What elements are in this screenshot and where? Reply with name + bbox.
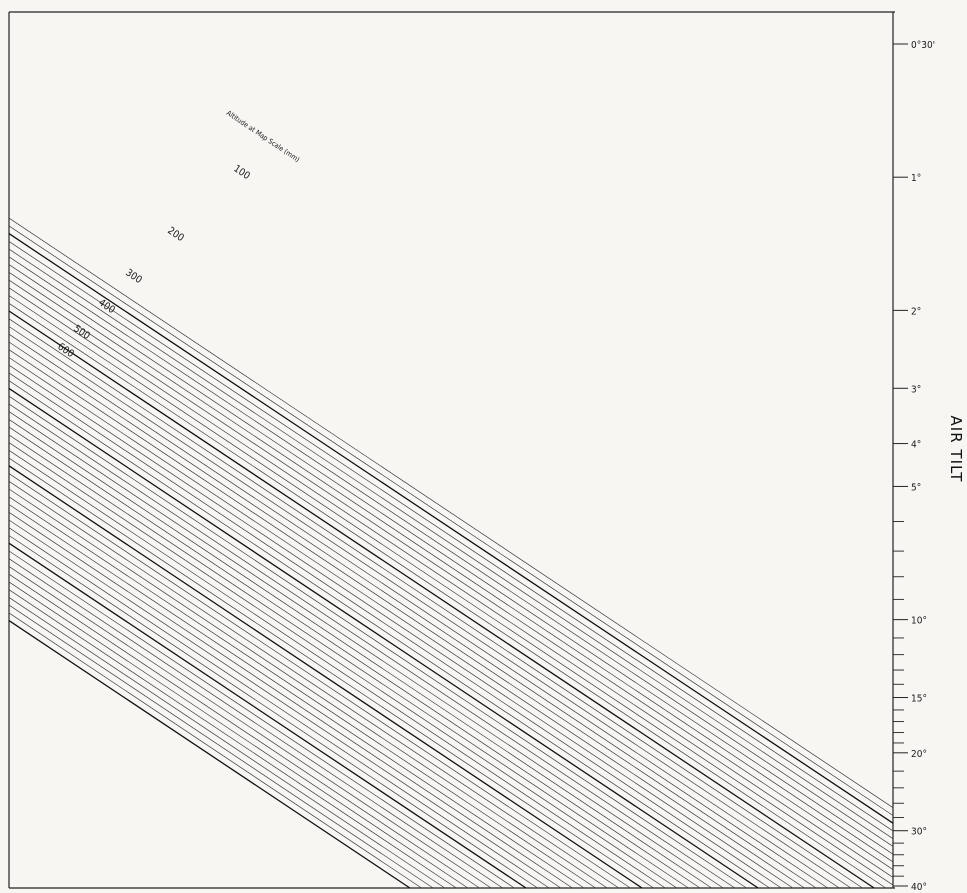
altitude-line xyxy=(8,442,677,889)
tilt-tick-label: 0°30' xyxy=(911,40,935,51)
altitude-line xyxy=(8,357,805,889)
tilt-tick-label: 3° xyxy=(911,384,921,395)
altitude-line xyxy=(8,264,894,855)
altitude-line xyxy=(8,604,434,889)
altitude-line xyxy=(8,566,492,889)
tilt-tick-label: 20° xyxy=(911,749,927,760)
altitude-line xyxy=(8,372,782,889)
altitude-line xyxy=(8,512,573,889)
altitude-line xyxy=(8,364,794,889)
altitude-line xyxy=(8,573,480,889)
altitude-line xyxy=(8,519,561,889)
altitude-line xyxy=(8,318,863,889)
altitude-label: 100 xyxy=(231,163,252,182)
altitude-caption: Altitude at Map Scale (mm) xyxy=(225,109,301,164)
tilt-tick-label: 5° xyxy=(911,482,921,493)
altitude-line xyxy=(8,612,422,889)
altitude-line xyxy=(8,620,411,889)
altitude-line xyxy=(8,473,631,889)
altitude-line xyxy=(8,426,701,889)
altitude-line xyxy=(8,272,894,863)
air-tilt-axis-title: AIR TILT xyxy=(947,416,965,483)
altitude-line xyxy=(8,589,457,889)
altitude-line xyxy=(8,326,852,889)
altitude-line xyxy=(8,395,747,889)
altitude-line xyxy=(8,457,654,889)
altitude-line xyxy=(8,527,550,889)
altitude-line xyxy=(8,411,724,889)
air-tilt-axis-ticks: 0°30' 1° 2° 3° 4° 5° 10° 15° 20° 30° 40° xyxy=(893,40,935,893)
altitude-line xyxy=(8,217,894,808)
altitude-line xyxy=(8,380,770,889)
altitude-line xyxy=(8,450,666,889)
altitude-label: 400 xyxy=(96,297,117,316)
altitude-line xyxy=(8,419,712,889)
altitude-line xyxy=(8,333,840,889)
altitude-line xyxy=(8,279,894,870)
tilt-tick-label: 30° xyxy=(911,827,927,838)
altitude-line xyxy=(8,504,585,889)
altitude-line xyxy=(8,465,643,889)
altitude-lines xyxy=(8,217,894,889)
altitude-line xyxy=(8,310,875,889)
altitude-line xyxy=(8,349,817,889)
tilt-tick-label: 40° xyxy=(911,882,927,893)
altitude-label: 300 xyxy=(123,267,144,286)
altitude-label: 200 xyxy=(165,225,186,244)
tilt-tick-label: 10° xyxy=(911,616,927,627)
altitude-line xyxy=(8,496,596,889)
altitude-line xyxy=(8,241,894,832)
tilt-tick-label: 4° xyxy=(911,440,921,451)
altitude-line xyxy=(8,481,619,889)
altitude-line xyxy=(8,558,503,889)
altitude-line xyxy=(8,387,759,889)
altitude-line xyxy=(8,248,894,839)
altitude-line xyxy=(8,256,894,847)
altitude-line xyxy=(8,434,689,889)
altitude-line xyxy=(8,303,886,889)
altitude-line xyxy=(8,403,735,889)
altitude-label: 600 xyxy=(55,341,76,360)
altitude-line xyxy=(8,233,894,824)
frame xyxy=(8,11,895,889)
tilt-tick-label: 15° xyxy=(911,694,927,705)
altitude-line xyxy=(8,581,469,889)
altitude-line xyxy=(8,535,538,889)
tilt-tick-label: 1° xyxy=(911,173,921,184)
altitude-line xyxy=(8,550,515,889)
altitude-line xyxy=(8,225,894,816)
altitude-line xyxy=(8,341,828,889)
altitude-line xyxy=(8,295,894,886)
tilt-tick-label: 2° xyxy=(911,306,921,317)
altitude-line xyxy=(8,488,608,889)
altitude-line xyxy=(8,542,527,889)
altitude-line xyxy=(8,597,445,889)
altitude-line xyxy=(8,287,894,878)
